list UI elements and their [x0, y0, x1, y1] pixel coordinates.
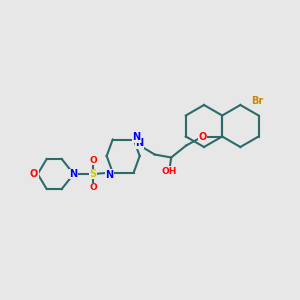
Text: O: O [89, 183, 97, 192]
Text: O: O [199, 131, 207, 142]
Text: O: O [89, 156, 97, 165]
Text: N: N [133, 132, 141, 142]
Text: O: O [30, 169, 38, 179]
Text: N: N [70, 169, 78, 179]
Text: S: S [90, 169, 97, 179]
Text: N: N [106, 170, 114, 180]
Text: Br: Br [251, 95, 263, 106]
Text: N: N [136, 138, 144, 148]
Text: OH: OH [162, 167, 177, 176]
